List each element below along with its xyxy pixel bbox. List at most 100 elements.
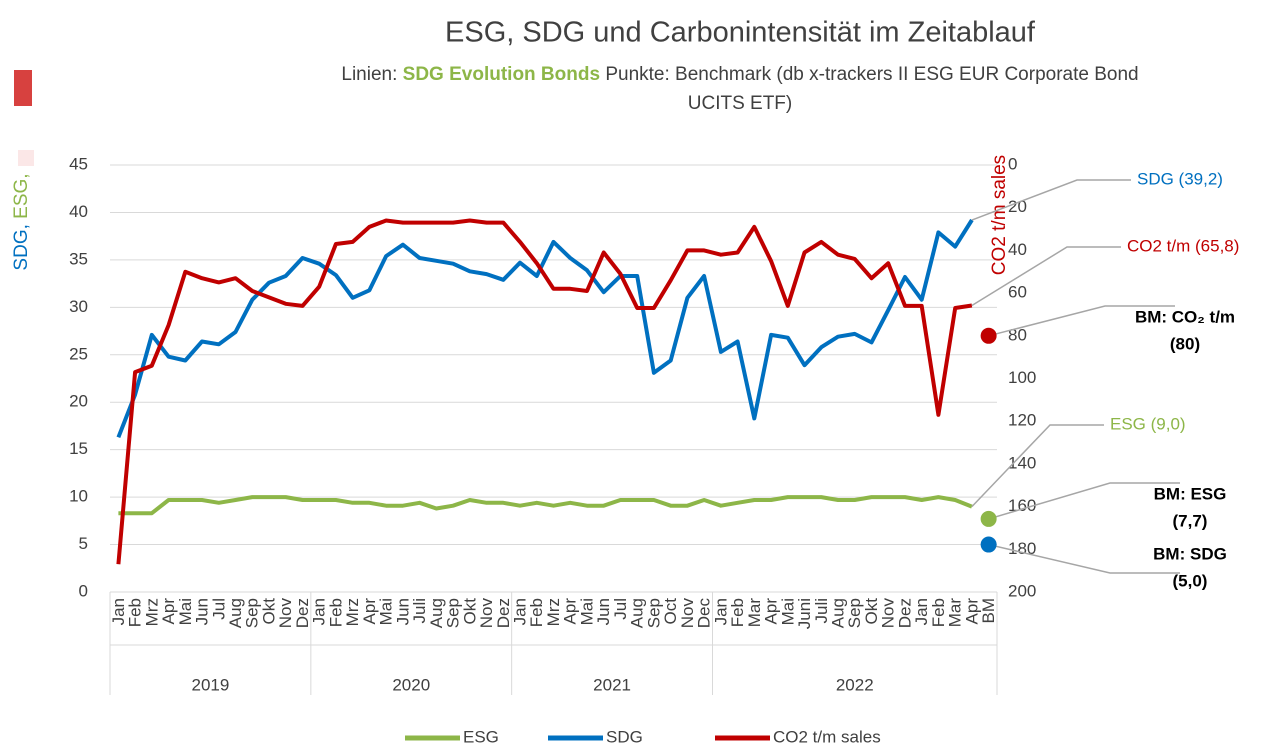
x-tick-label: Mar <box>946 598 965 628</box>
benchmark-label: (80) <box>1170 334 1200 353</box>
x-tick-label: Okt <box>862 598 881 625</box>
y2-tick-label: 180 <box>1008 539 1036 558</box>
x-tick-label: Sep <box>644 598 663 628</box>
x-tick-label: Nov <box>276 598 295 629</box>
end-label: SDG (39,2) <box>1137 169 1223 188</box>
x-tick-label: Dez <box>895 598 914 628</box>
x-tick-label: Mai <box>377 598 396 625</box>
x-tick-label: Dez <box>494 598 513 628</box>
x-tick-label: Feb <box>126 598 145 627</box>
x-tick-label: Aug <box>427 598 446 628</box>
x-tick-label: Feb <box>527 598 546 627</box>
x-tick-label: Mrz <box>544 598 563 626</box>
chart-subtitle: Linien: SDG Evolution Bonds Punkte: Benc… <box>341 64 1138 85</box>
y2-tick-label: 20 <box>1008 197 1027 216</box>
y-tick-label: 35 <box>69 249 88 268</box>
leader-line <box>971 179 1131 221</box>
x-tick-label: Jan <box>711 598 730 625</box>
y2-tick-label: 60 <box>1008 283 1027 302</box>
y-axis-title-part: , <box>11 219 32 230</box>
x-tick-label: Feb <box>326 598 345 627</box>
chart-title: ESG, SDG und Carbonintensität im Zeitabl… <box>445 17 1036 49</box>
x-tick-label: Sep <box>243 598 262 628</box>
x-tick-label: Juni <box>795 598 814 629</box>
x-tick-label: Mar <box>745 598 764 628</box>
x-tick-label: Aug <box>226 598 245 628</box>
x-group-label: 2021 <box>593 675 631 694</box>
x-tick-label: Mrz <box>142 598 161 626</box>
subtitle-part: Linien: <box>341 64 402 85</box>
decor-square <box>18 150 34 166</box>
x-tick-label: Nov <box>879 598 898 629</box>
x-tick-label: Dez <box>293 598 312 628</box>
y-tick-label: 25 <box>69 344 88 363</box>
y-axis-title: SDG, ESG, <box>11 173 32 270</box>
leader-line <box>988 543 1180 574</box>
subtitle-highlight: SDG Evolution Bonds <box>403 64 600 85</box>
leader-line <box>988 482 1180 520</box>
x-group-label: 2022 <box>836 675 874 694</box>
x-tick-label: Apr <box>159 598 178 625</box>
benchmark-label: (7,7) <box>1173 511 1208 530</box>
x-tick-label: Mai <box>778 598 797 625</box>
y-tick-label: 30 <box>69 297 88 316</box>
line-series <box>116 218 973 565</box>
x-tick-label: Jun <box>193 598 212 625</box>
benchmark-label: BM: ESG <box>1154 484 1227 503</box>
leader-line <box>988 305 1175 337</box>
x-group-label: 2019 <box>192 675 230 694</box>
x-tick-label: Mai <box>577 598 596 625</box>
y-tick-label: 45 <box>69 154 88 173</box>
x-tick-label: Juli <box>410 598 429 624</box>
x-tick-label: Juli <box>812 598 831 624</box>
y-axis-title-part: , <box>11 173 32 178</box>
x-tick-label: Jul <box>611 598 630 620</box>
x-tick-label: Mrz <box>343 598 362 626</box>
legend-label: SDG <box>606 727 643 746</box>
x-tick-label: Sep <box>444 598 463 628</box>
y2-tick-label: 120 <box>1008 411 1036 430</box>
y-tick-label: 15 <box>69 439 88 458</box>
y2-tick-label: 0 <box>1008 154 1017 173</box>
x-tick-label: Sep <box>845 598 864 628</box>
x-tick-label: Apr <box>360 598 379 625</box>
x-tick-label: Jan <box>511 598 530 625</box>
y-tick-label: 40 <box>69 202 88 221</box>
x-tick-label: Aug <box>628 598 647 628</box>
y2-tick-label: 200 <box>1008 581 1036 600</box>
subtitle-part: Punkte: Benchmark (db x-trackers II ESG … <box>600 64 1139 85</box>
y-tick-label: 5 <box>79 534 88 553</box>
x-tick-label: Apr <box>762 598 781 625</box>
line-series <box>116 218 974 439</box>
benchmark-dot <box>980 327 997 344</box>
line-series <box>118 495 973 516</box>
leader-line <box>971 246 1121 307</box>
x-tick-label: Nov <box>477 598 496 629</box>
legend-label: ESG <box>463 727 499 746</box>
x-tick-label: Jan <box>310 598 329 625</box>
x-tick-label: Mai <box>176 598 195 625</box>
x-tick-label: Dec <box>695 598 714 629</box>
y-axis-title-part: ESG <box>11 179 32 219</box>
x-tick-label: Feb <box>728 598 747 627</box>
x-tick-label: Jun <box>594 598 613 625</box>
y-axis-title-part: SDG <box>11 229 32 270</box>
end-label: CO2 t/m (65,8) <box>1127 236 1239 255</box>
y2-tick-label: 140 <box>1008 453 1036 472</box>
leader-line <box>971 424 1104 508</box>
x-tick-label: Jan <box>912 598 931 625</box>
benchmark-dot <box>980 536 997 553</box>
x-tick-label: Jan <box>109 598 128 625</box>
x-tick-label: Jul <box>209 598 228 620</box>
y2-tick-label: 100 <box>1008 368 1036 387</box>
y2-axis-title: CO2 t/m sales <box>989 155 1010 275</box>
y-tick-label: 0 <box>79 581 88 600</box>
x-tick-label: Apr <box>962 598 981 625</box>
benchmark-label: BM: CO₂ t/m <box>1135 307 1235 326</box>
y-tick-label: 10 <box>69 487 88 506</box>
x-group-label: 2020 <box>392 675 430 694</box>
x-tick-label: Okt <box>259 598 278 625</box>
x-tick-label: Jun <box>393 598 412 625</box>
